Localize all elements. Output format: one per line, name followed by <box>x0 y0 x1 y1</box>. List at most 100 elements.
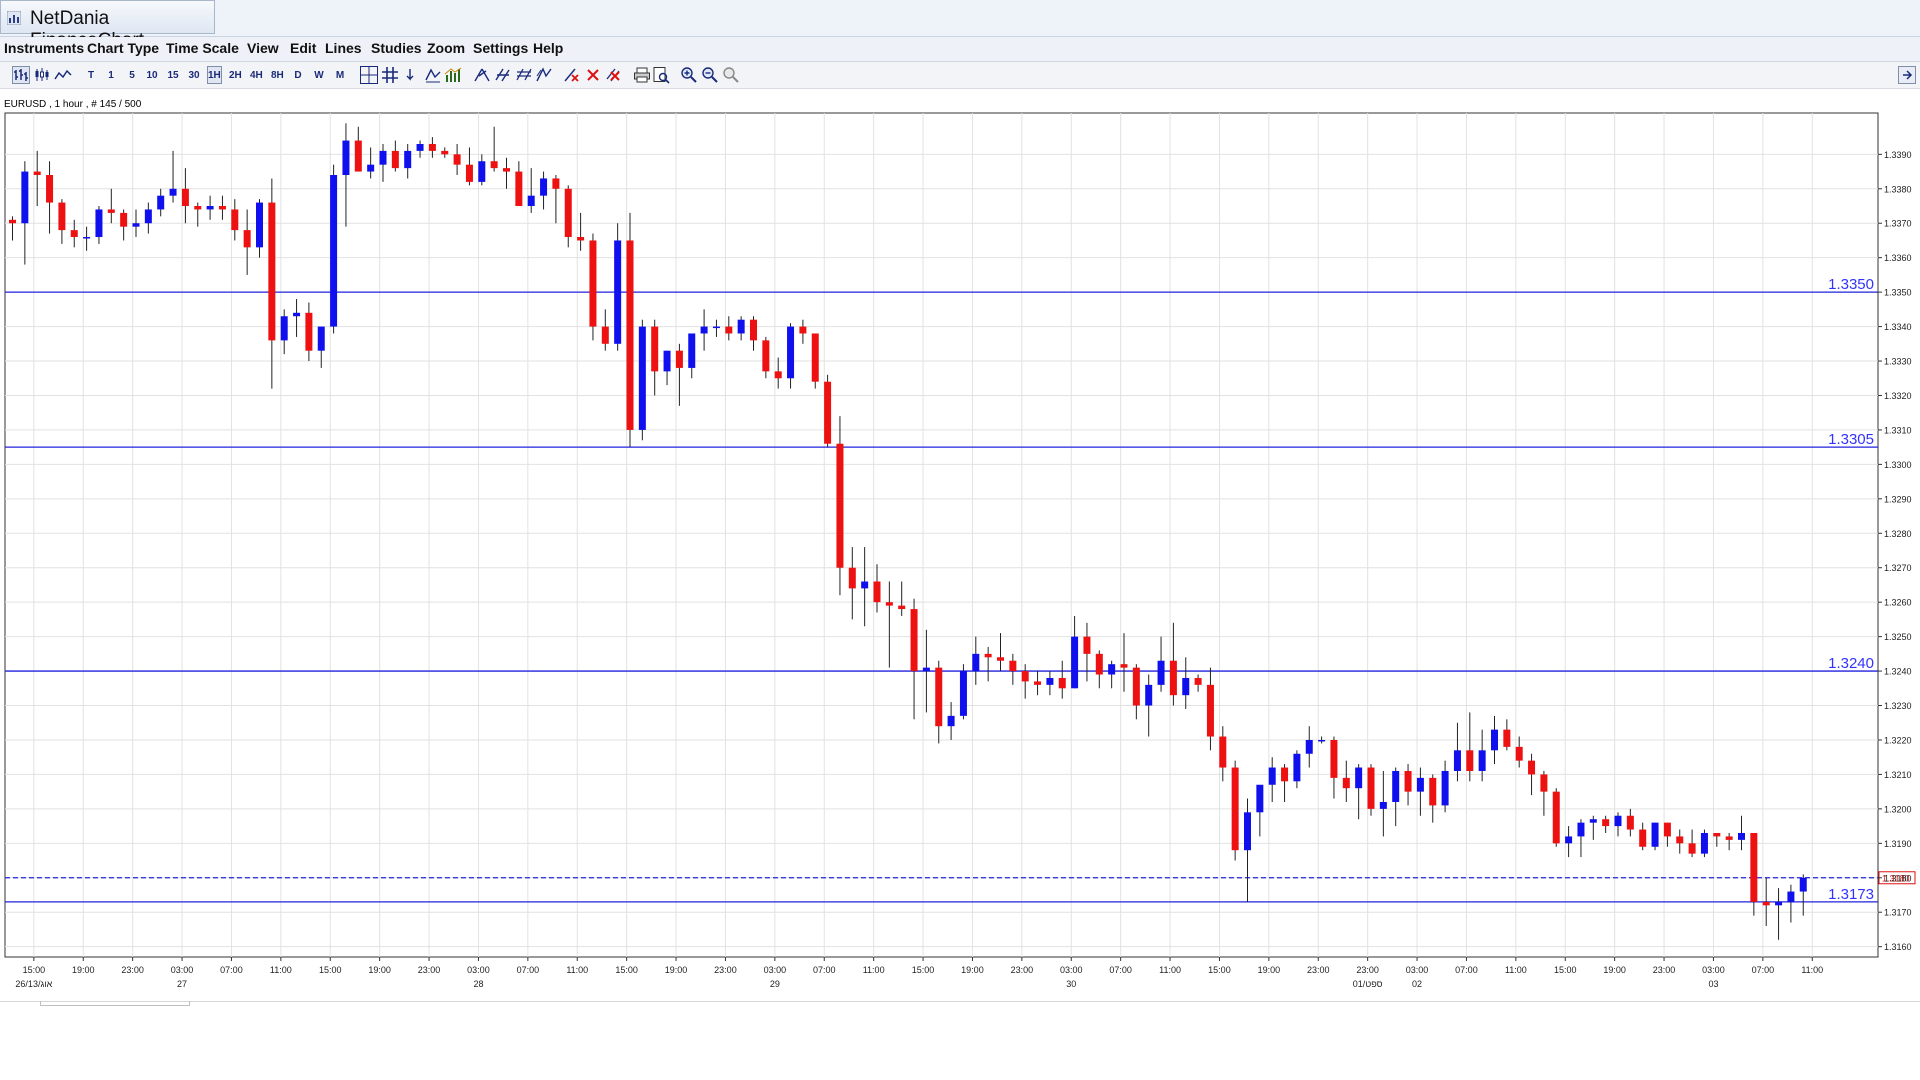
x-date-label: 26/13/אוג <box>15 979 52 989</box>
candle-body <box>1244 812 1251 851</box>
timescale-15m-button[interactable]: 15 <box>167 70 179 81</box>
pin-icon <box>1903 70 1913 80</box>
fibonacci-icon[interactable] <box>515 66 533 84</box>
zoom-out-icon[interactable] <box>701 66 719 84</box>
bar-chart-icon[interactable] <box>12 66 30 84</box>
candle-body <box>256 202 263 248</box>
candle-body <box>1169 660 1177 696</box>
y-tick-label: 1.3320 <box>1884 391 1912 401</box>
crosshair-icon[interactable] <box>360 66 378 84</box>
line-tool-icon[interactable] <box>473 66 491 84</box>
candle-body <box>1009 660 1017 672</box>
parallel-lines-icon[interactable] <box>494 66 512 84</box>
indicator-icon[interactable] <box>444 66 462 84</box>
x-date-label: 28 <box>473 979 483 989</box>
candle-body <box>478 161 486 182</box>
y-tick-label: 1.3260 <box>1884 598 1912 608</box>
candle-body <box>1071 636 1079 689</box>
timescale-4h-button[interactable]: 4H <box>250 70 263 81</box>
candle-body <box>1639 829 1647 847</box>
y-tick-label: 1.3210 <box>1884 770 1912 780</box>
candle-body <box>503 168 510 172</box>
delete-all-icon[interactable] <box>605 66 623 84</box>
timescale-day-button[interactable]: D <box>294 70 302 81</box>
menu-lines[interactable]: Lines <box>325 40 362 56</box>
x-tick-label: 19:00 <box>72 965 95 975</box>
sheet-tab[interactable] <box>40 1001 190 1006</box>
line-chart-icon[interactable] <box>54 66 72 84</box>
candle-body <box>58 202 66 231</box>
print-icon[interactable] <box>633 66 651 84</box>
candle-body <box>243 230 251 248</box>
timescale-1h-button[interactable]: 1H <box>207 66 222 84</box>
candle-body <box>1540 774 1548 792</box>
plot-area <box>4 112 1879 958</box>
candle-body <box>33 171 41 176</box>
menu-zoom[interactable]: Zoom <box>427 40 466 56</box>
candle-body <box>1515 746 1523 761</box>
pin-panel-button[interactable] <box>1898 66 1916 84</box>
candle-body <box>824 381 832 444</box>
channel-icon[interactable] <box>535 66 553 84</box>
menu-instruments[interactable]: Instruments <box>4 40 85 56</box>
candle-body <box>1355 767 1363 789</box>
timescale-30m-button[interactable]: 30 <box>188 70 200 81</box>
x-tick-label: 03:00 <box>1060 965 1083 975</box>
current-price-label: 1.3180 <box>1882 873 1910 883</box>
timescale-tick-button[interactable]: T <box>87 70 95 81</box>
study-icon[interactable] <box>424 66 442 84</box>
timescale-8h-button[interactable]: 8H <box>271 70 284 81</box>
candle-body <box>1491 729 1498 751</box>
timescale-week-button[interactable]: W <box>314 70 324 81</box>
menu-help[interactable]: Help <box>533 40 564 56</box>
zoom-in-icon[interactable] <box>680 66 698 84</box>
x-tick-label: 19:00 <box>1603 965 1626 975</box>
menu-chart-type[interactable]: Chart Type <box>87 40 160 56</box>
print-preview-icon[interactable] <box>652 66 670 84</box>
candle-body <box>540 178 548 196</box>
candle-body <box>1231 767 1239 851</box>
candle-body <box>972 653 980 672</box>
candle-body <box>700 326 708 334</box>
candle-body <box>774 371 782 379</box>
x-tick-label: 23:00 <box>1356 965 1379 975</box>
candle-body <box>663 350 671 372</box>
window-tab[interactable]: NetDania FinanceChart <box>0 0 215 51</box>
x-axis: 15:00 19:00 23:00 03:00 07:00 11:00 15:00 19:00… <box>15 957 1823 989</box>
candle-body <box>1058 677 1066 689</box>
x-date-label: 02 <box>1412 979 1422 989</box>
timescale-10m-button[interactable]: 10 <box>146 70 158 81</box>
menu-view[interactable]: View <box>247 40 279 56</box>
timescale-month-button[interactable]: M <box>335 70 345 81</box>
delete-x-icon[interactable] <box>584 66 602 84</box>
timescale-1m-button[interactable]: 1 <box>108 70 114 81</box>
candle-body <box>1305 739 1313 754</box>
candle-body <box>1799 877 1807 892</box>
candle-body <box>1293 753 1301 782</box>
grid-icon[interactable] <box>381 66 399 84</box>
menu-studies[interactable]: Studies <box>371 40 422 56</box>
menu-time-scale[interactable]: Time Scale <box>166 40 239 56</box>
timescale-2h-button[interactable]: 2H <box>229 70 242 81</box>
zoom-reset-icon[interactable] <box>722 66 740 84</box>
y-tick-label: 1.3160 <box>1884 942 1912 952</box>
candle-body <box>1577 822 1585 837</box>
delete-line-icon[interactable] <box>563 66 581 84</box>
x-tick-label: 11:00 <box>863 965 885 975</box>
x-tick-label: 03:00 <box>467 965 490 975</box>
timescale-5m-button[interactable]: 5 <box>129 70 135 81</box>
menu-settings[interactable]: Settings <box>473 40 529 56</box>
x-tick-label: 03:00 <box>764 965 787 975</box>
candle-body <box>181 188 189 207</box>
x-tick-label: 15:00 <box>23 965 46 975</box>
menu-edit[interactable]: Edit <box>290 40 317 56</box>
candle-chart-icon[interactable] <box>33 66 51 84</box>
candle-body <box>1206 684 1214 737</box>
x-tick-label: 07:00 <box>220 965 243 975</box>
candle-body <box>231 209 239 231</box>
y-tick-label: 1.3310 <box>1884 425 1912 435</box>
trend-arrow-icon[interactable] <box>405 66 423 84</box>
candle-body <box>1182 677 1190 696</box>
candle-body <box>1602 819 1610 827</box>
